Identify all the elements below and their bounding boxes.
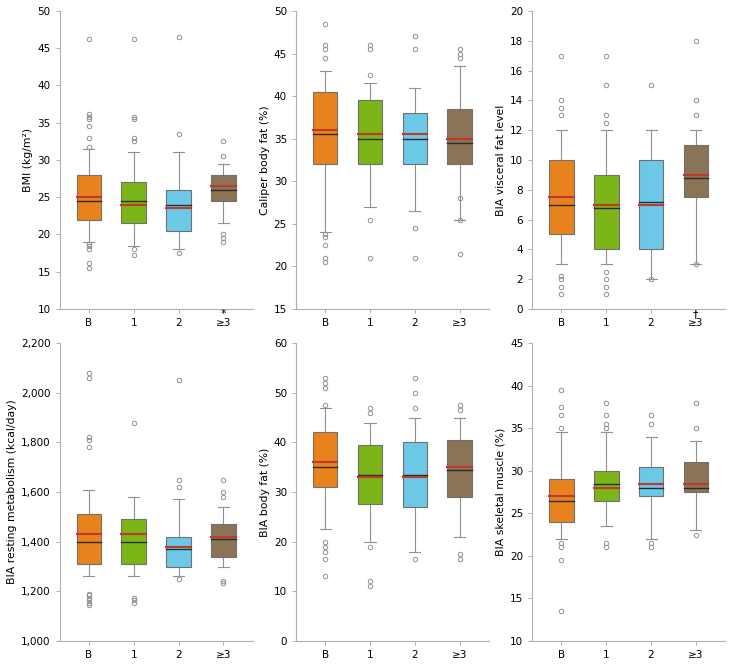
Bar xyxy=(594,471,619,500)
Bar xyxy=(549,160,574,234)
Y-axis label: BIA body fat (%): BIA body fat (%) xyxy=(260,448,269,537)
Bar xyxy=(684,462,709,492)
Bar xyxy=(122,182,146,223)
Bar xyxy=(211,175,236,201)
Bar xyxy=(594,175,619,249)
Text: †: † xyxy=(693,309,698,319)
Bar xyxy=(313,92,337,164)
Bar xyxy=(166,189,191,231)
Bar xyxy=(403,113,427,164)
Bar xyxy=(122,520,146,564)
Bar xyxy=(358,445,382,504)
Bar xyxy=(447,109,472,164)
Bar xyxy=(639,466,663,496)
Bar xyxy=(77,514,101,564)
Bar xyxy=(447,440,472,497)
Y-axis label: BIA resting metabolism (kcal/day): BIA resting metabolism (kcal/day) xyxy=(7,400,17,584)
Bar xyxy=(549,480,574,522)
Text: *: * xyxy=(220,309,226,319)
Bar xyxy=(313,432,337,487)
Y-axis label: Caliper body fat (%): Caliper body fat (%) xyxy=(260,105,269,215)
Bar xyxy=(639,160,663,249)
Y-axis label: BIA skeletal muscle (%): BIA skeletal muscle (%) xyxy=(496,428,506,556)
Bar xyxy=(358,100,382,164)
Bar xyxy=(403,442,427,507)
Bar xyxy=(684,145,709,197)
Bar xyxy=(211,524,236,556)
Bar xyxy=(77,175,101,219)
Y-axis label: BIA visceral fat level: BIA visceral fat level xyxy=(496,104,506,215)
Bar xyxy=(166,537,191,566)
Y-axis label: BMI (kg/m²): BMI (kg/m²) xyxy=(23,128,34,192)
